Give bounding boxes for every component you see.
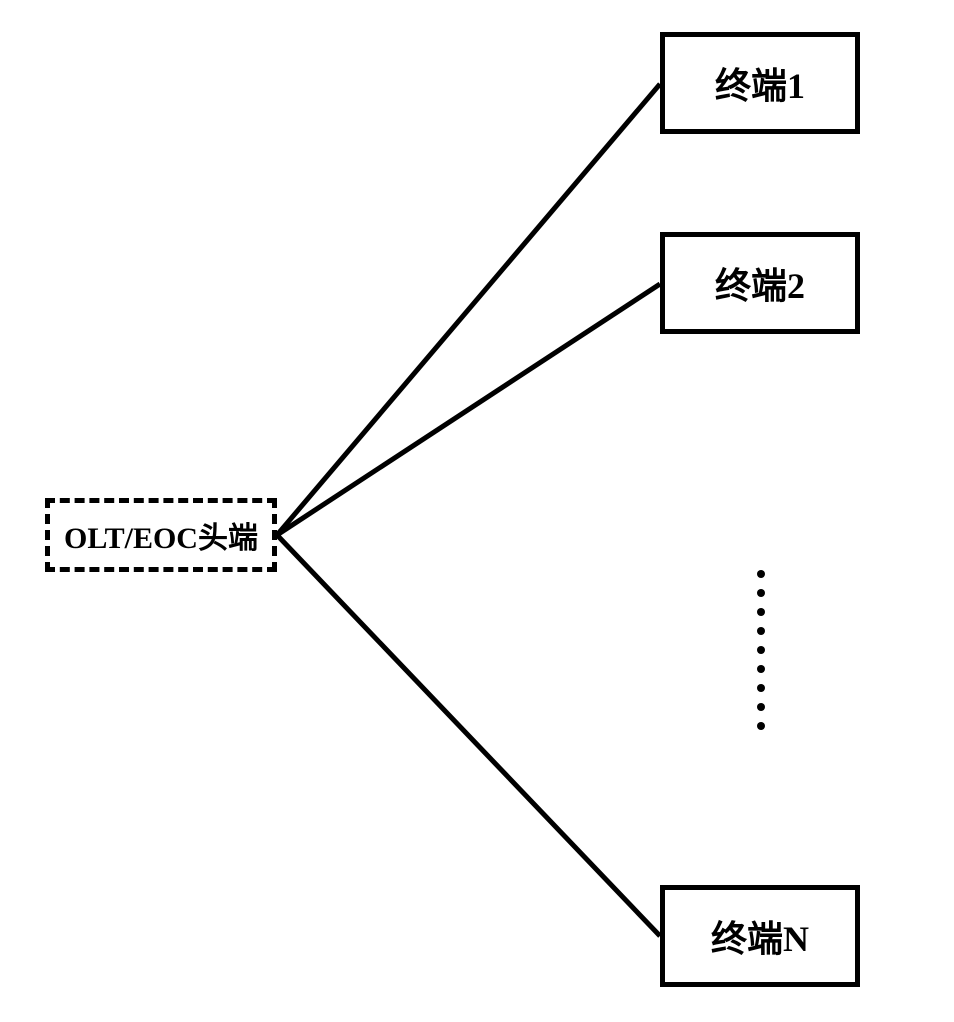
node-terminal-1-label: 终端1: [715, 57, 805, 109]
diagram-canvas: OLT/EOC头端 终端1 终端2 终端N: [0, 0, 954, 1022]
node-headend-label: OLT/EOC头端: [64, 513, 258, 557]
node-terminal-1: 终端1: [660, 32, 860, 134]
node-terminal-2: 终端2: [660, 232, 860, 334]
node-terminal-2-label: 终端2: [715, 257, 805, 309]
edge-headend-terminal2: [277, 284, 660, 535]
node-terminal-n-label: 终端N: [711, 910, 809, 962]
node-headend: OLT/EOC头端: [45, 498, 277, 572]
node-terminal-n: 终端N: [660, 885, 860, 987]
ellipsis-icon: [757, 570, 765, 730]
edge-headend-terminalN: [277, 535, 660, 936]
edge-headend-terminal1: [277, 84, 660, 535]
